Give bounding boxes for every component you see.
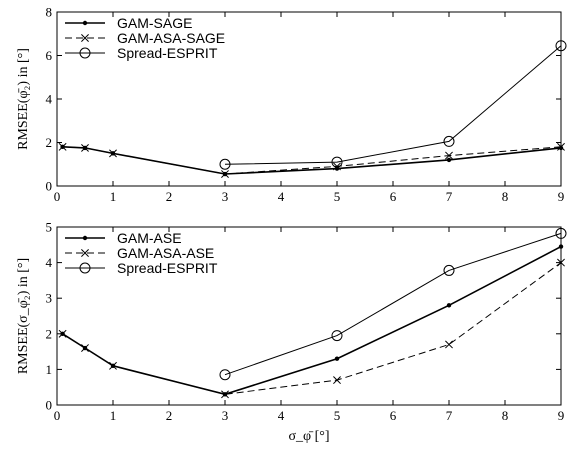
chart2-ytick-label: 4 <box>46 255 53 270</box>
chart1-ytick-label: 8 <box>46 5 53 20</box>
chart2-series-2-point <box>333 376 341 385</box>
chart2-xlabel: σ_φ̄ [°] <box>288 429 329 444</box>
chart2-xtick-label: 6 <box>390 408 397 423</box>
chart1-legend-marker <box>82 20 88 26</box>
chart2-legend-label: GAM-ASA-ASE <box>117 245 214 261</box>
chart2-series-3-point <box>219 369 231 381</box>
chart1-series-2-point <box>81 143 89 152</box>
chart1-series-2-point <box>109 149 117 158</box>
chart1-series-3-point <box>555 40 567 52</box>
chart1-xtick-label: 4 <box>278 189 285 204</box>
chart2-series-2-point <box>445 340 453 349</box>
chart2-series-3-point <box>555 227 567 239</box>
chart2-xtick-label: 8 <box>502 408 509 423</box>
chart2-series-3-point <box>443 264 455 276</box>
chart1-series-3-point <box>219 158 231 170</box>
chart1-xtick-label: 7 <box>446 189 453 204</box>
chart2-ytick-label: 1 <box>46 362 53 377</box>
chart1-xtick-label: 2 <box>166 189 173 204</box>
chart2-xtick-label: 1 <box>110 408 117 423</box>
chart1-ytick-label: 0 <box>46 179 53 194</box>
chart2-xtick-label: 0 <box>54 408 61 423</box>
chart2-frame <box>56 226 562 406</box>
chart2-ytick-label: 2 <box>46 326 53 341</box>
chart2-series-line-3 <box>224 232 562 376</box>
chart1-legend-label: Spread-ESPRIT <box>117 45 218 61</box>
chart1-xtick-label: 1 <box>110 189 117 204</box>
chart1-xtick-label: 5 <box>334 189 341 204</box>
chart2-ytick-label: 3 <box>46 291 53 306</box>
chart1-legend-marker <box>81 34 89 42</box>
chart1-xtick-label: 9 <box>558 189 565 204</box>
chart2-series-2-point <box>58 329 67 338</box>
chart1-series-3-point <box>331 156 343 168</box>
chart1-series-2-point <box>445 151 453 160</box>
chart1-ytick-label: 4 <box>46 92 53 107</box>
chart1-series-2-point <box>221 170 229 178</box>
chart1-series-line-1 <box>62 146 562 175</box>
chart1-series-2-point <box>58 142 67 151</box>
chart2-legend-marker <box>79 262 91 274</box>
chart2-series-3-point <box>331 330 343 342</box>
chart2-xtick-label: 3 <box>222 408 229 423</box>
chart1-ylabel: RMSEE(φ̄₂) in [°] <box>16 48 31 150</box>
chart1-series-2-point <box>557 142 565 151</box>
chart2-xtick-label: 2 <box>166 408 173 423</box>
chart2-series-2-point <box>557 258 565 267</box>
chart1-legend-label: GAM-ASA-SAGE <box>117 30 225 46</box>
chart2-series-2-point <box>221 390 229 399</box>
chart2-legend-marker <box>82 235 88 241</box>
chart2-xtick-label: 7 <box>446 408 453 423</box>
chart1-ytick-label: 6 <box>46 48 53 63</box>
chart2-ytick-label: 5 <box>46 220 53 235</box>
chart1-series-3-point <box>443 135 455 147</box>
chart1-ytick-label: 2 <box>46 135 53 150</box>
chart2-legend-label: GAM-ASE <box>117 230 182 246</box>
chart1-series-line-3 <box>224 45 562 165</box>
chart1-xtick-label: 8 <box>502 189 509 204</box>
chart2-ytick-label: 0 <box>46 398 53 413</box>
chart2-ylabel: RMSEE(σ_φ̄₂) in [°] <box>16 258 31 374</box>
chart1-xtick-label: 0 <box>54 189 61 204</box>
chart2-xtick-label: 4 <box>278 408 285 423</box>
chart2-series-line-2 <box>62 262 562 395</box>
chart1-series-2-point <box>333 162 341 171</box>
chart2-series-2-point <box>81 344 89 352</box>
chart1-xtick-label: 6 <box>390 189 397 204</box>
chart2-series-1-point <box>334 356 340 361</box>
chart2-series-1-point <box>558 244 564 249</box>
chart1-legend-marker <box>79 47 91 59</box>
chart1-series-1-point <box>446 157 452 163</box>
chart2-xtick-label: 5 <box>334 408 341 423</box>
chart2-series-2-point <box>109 361 117 370</box>
chart2-xtick-label: 9 <box>558 408 565 423</box>
chart1-xtick-label: 3 <box>222 189 229 204</box>
chart1-legend-label: GAM-SAGE <box>117 15 192 31</box>
chart2-series-1-point <box>446 303 452 308</box>
chart2-legend-label: Spread-ESPRIT <box>117 260 218 276</box>
chart2-legend-marker <box>81 249 89 257</box>
